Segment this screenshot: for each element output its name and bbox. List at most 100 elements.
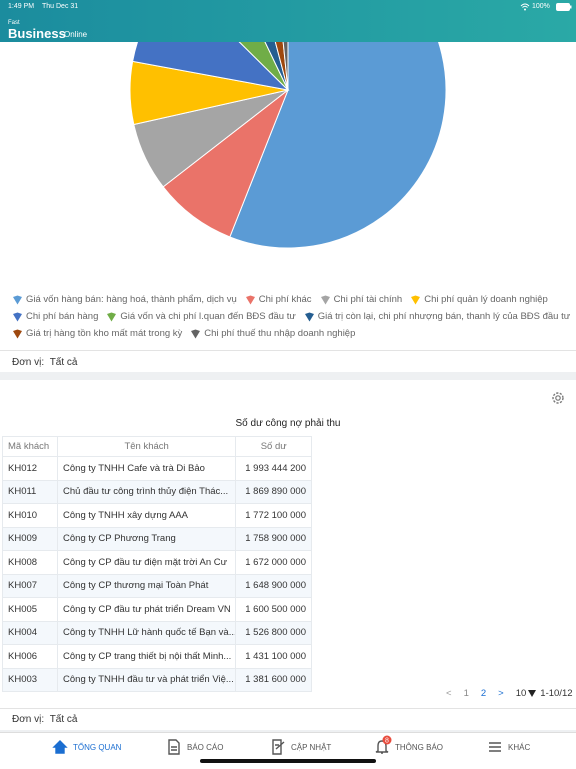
table-row[interactable]: KH007 Công ty CP thương mại Toàn Phát 1 64… (1, 573, 312, 598)
app-header: 1:49 PM Thu Dec 31 100% Fast Business On… (0, 0, 576, 42)
nav-label: THÔNG BÁO (395, 742, 444, 752)
table-row[interactable]: KH011 Chủ đầu tư công trình thủy điện Thá… (1, 479, 312, 504)
table-cell: Công ty TNHH Lữ hành quốc tế Bạn và... (57, 620, 237, 645)
nav-glyph (52, 740, 68, 754)
table-row[interactable]: KH008 Công ty CP đầu tư điện mặt trời An … (1, 550, 312, 575)
table-cell: Công ty CP thương mại Toàn Phát (57, 573, 237, 598)
page-number[interactable]: 1 (463, 688, 469, 699)
unit-label: Đơn vị: (12, 357, 45, 368)
badge (382, 735, 392, 745)
table-cell: KH011 (1, 479, 59, 504)
legend-item[interactable]: Chi phí quản lý doanh nghiệp (410, 294, 548, 305)
nav-item[interactable]: CẬP NHẬT (270, 739, 331, 755)
page-range: 1-10/12 (540, 688, 573, 699)
legend-marker (13, 295, 22, 304)
column-header: Mã khách (1, 436, 59, 457)
column-header: Tên khách (57, 436, 237, 457)
table-row[interactable]: KH006 Công ty CP trang thiết bị nội thất … (1, 644, 312, 669)
legend-swatch (320, 295, 330, 304)
legend-item[interactable]: Giá trị hàng tồn kho mất mát trong kỳ (12, 328, 182, 339)
pie-chart (129, 42, 447, 249)
legend-swatch (191, 329, 201, 338)
table-row[interactable]: KH010 Công ty TNHH xây dựng AAA 1 772 100 … (1, 503, 312, 528)
legend-item[interactable]: Giá vốn hàng bán: hàng hoá, thành phẩm, … (12, 294, 237, 305)
legend-item[interactable]: Giá trị còn lại, chi phí nhượng bán, tha… (304, 311, 570, 322)
legend-marker (304, 312, 314, 321)
legend-item[interactable]: Chi phí thuế thu nhập doanh nghiệp (190, 328, 355, 339)
page-size-value: 10 (515, 688, 527, 699)
status-time: 1:49 PM (8, 3, 35, 10)
legend-item[interactable]: Chi phí bán hàng (12, 311, 98, 322)
table-row[interactable]: KH012 Công ty TNHH Cafe và trà Di Bảo 1 99… (1, 456, 312, 481)
legend-swatch (13, 295, 22, 304)
legend-row: Giá vốn hàng bán: hàng hoá, thành phẩm, … (12, 294, 548, 305)
table-cell: 1 381 600 000 (235, 667, 312, 692)
page-next[interactable]: > (498, 688, 504, 699)
table-row[interactable]: KH009 Công ty CP Phương Trang 1 758 900 00… (1, 526, 312, 551)
legend-marker (13, 312, 22, 321)
legend-swatch (245, 295, 255, 304)
table-cell: KH012 (1, 456, 59, 481)
nav-item[interactable]: KHÁC (487, 739, 530, 755)
nav-icon (52, 740, 68, 754)
legend-marker (191, 329, 201, 338)
legend-label: Chi phí tài chính (333, 294, 403, 305)
battery-icon (556, 3, 572, 11)
page-size[interactable]: 10 (516, 688, 537, 699)
table-cell: 1 431 100 000 (235, 644, 312, 669)
dropdown-arrow (528, 690, 537, 697)
nav-item[interactable]: BÁO CÁO (166, 739, 223, 755)
legend-label: Giá trị hàng tồn kho mất mát trong kỳ (26, 328, 183, 339)
legend-item[interactable]: Chi phí khác (245, 294, 312, 305)
nav-label: KHÁC (508, 742, 531, 752)
page-prev[interactable]: < (446, 688, 452, 699)
table-row[interactable]: KH005 Công ty CP đầu tư phát triển Dream … (1, 597, 312, 622)
legend-row: Chi phí bán hàng Giá vốn và chi phí l.qua… (12, 311, 570, 322)
table-row[interactable]: KH004 Công ty TNHH Lữ hành quốc tế Bạn và… (1, 620, 312, 645)
home-indicator (200, 759, 376, 763)
logo-main: Business (8, 26, 66, 41)
table-cell: KH003 (1, 667, 59, 692)
table-cell: 1 869 890 000 (235, 479, 312, 504)
nav-icon: 8 (375, 735, 392, 754)
table-cell: Công ty CP trang thiết bị nội thất Minh.… (57, 644, 237, 669)
legend-swatch (107, 312, 117, 321)
table-card: Số dư công nợ phải thu Mã khách Tên khách… (0, 380, 576, 730)
table-cell: Công ty CP đầu tư phát triển Dream VN (57, 597, 237, 622)
pie-slice (238, 42, 289, 91)
table-cell: 1 672 000 000 (235, 550, 312, 575)
nav-label: BÁO CÁO (187, 742, 224, 752)
pie-slice (229, 42, 447, 249)
legend-swatch (411, 295, 421, 304)
unit-value[interactable]: Tất cả (49, 357, 78, 368)
legend-label: Giá vốn và chi phí l.quan đến BĐS đầu tư (120, 311, 296, 322)
table-row[interactable]: KH003 Công ty TNHH đầu tư và phát triển V… (1, 667, 312, 692)
nav-item[interactable]: TỔNG QUAN (52, 739, 121, 755)
legend-item[interactable]: Chi phí tài chính (320, 294, 403, 305)
table-cell: KH005 (1, 597, 59, 622)
unit-row: Đơn vị: Tất cả (12, 714, 77, 725)
table-cell: 1 758 900 000 (235, 526, 312, 551)
nav-icon (272, 739, 285, 755)
legend-label: Chi phí bán hàng (26, 311, 99, 322)
legend-marker (411, 295, 421, 304)
unit-value[interactable]: Tất cả (49, 714, 78, 725)
nav-glyph (168, 739, 180, 755)
nav-icon (168, 739, 180, 755)
nav-item[interactable]: 8 THÔNG BÁO (374, 735, 444, 755)
nav-label: TỔNG QUAN (73, 742, 122, 752)
legend-item[interactable]: Giá vốn và chi phí l.quan đến BĐS đầu tư (106, 311, 296, 322)
divider (0, 350, 576, 351)
status-date: Thu Dec 31 (42, 3, 79, 10)
legend-marker (245, 295, 255, 304)
legend-label: Chi phí khác (258, 294, 312, 305)
table-cell: 1 772 100 000 (235, 503, 312, 528)
table-cell: KH006 (1, 644, 59, 669)
dropdown-icon (528, 690, 537, 697)
page-number[interactable]: 2 (480, 688, 487, 699)
table-cell: KH007 (1, 573, 59, 598)
column-header: Số dư (235, 436, 312, 457)
settings-icon[interactable] (550, 390, 566, 406)
